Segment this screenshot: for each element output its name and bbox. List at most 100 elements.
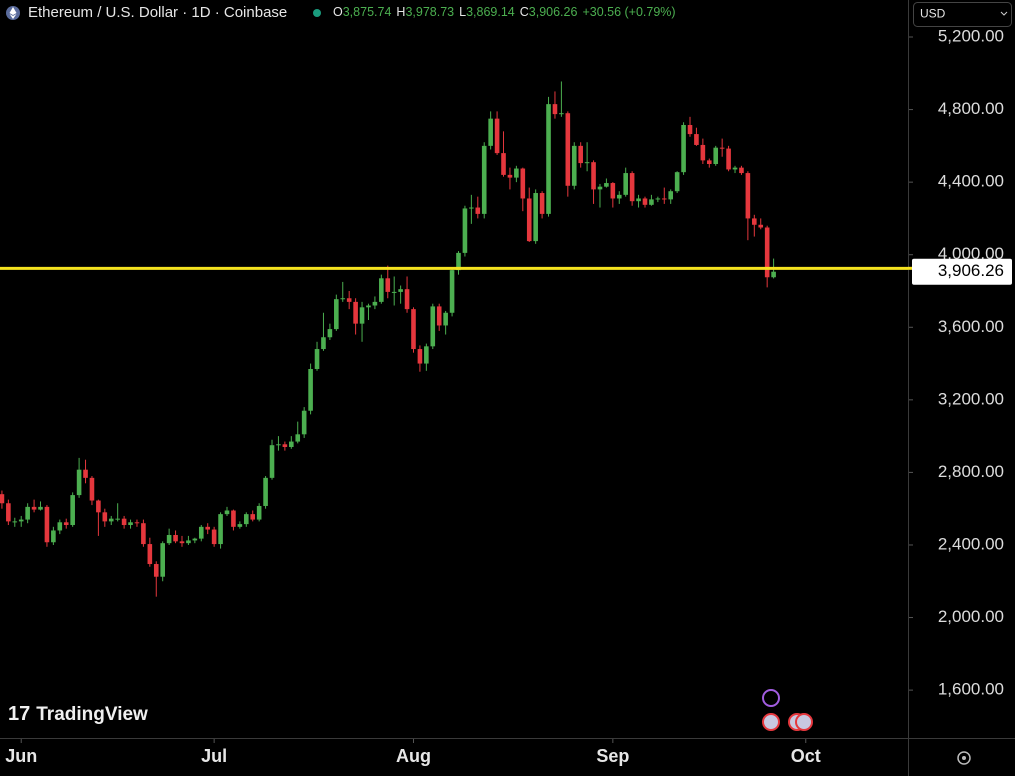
candle-body: [115, 518, 120, 520]
brand-logo: 17 TradingView: [8, 703, 148, 725]
candle-body: [713, 147, 719, 164]
candle-body: [514, 168, 519, 178]
change-value: +30.56 (+0.79%): [582, 5, 675, 19]
candle-body: [134, 522, 140, 524]
candle-body: [565, 113, 571, 186]
candle-body: [649, 199, 654, 205]
candle-body: [475, 207, 481, 214]
candle-body: [758, 224, 764, 228]
candle-body: [314, 349, 320, 369]
event-icon[interactable]: [795, 713, 813, 731]
settings-dot: [962, 756, 966, 760]
y-tick-label: 3,600.00: [938, 317, 1004, 336]
candle-body: [449, 270, 455, 313]
high-value: 3,978.73: [405, 5, 454, 19]
candle-body: [76, 469, 82, 496]
candle-body: [764, 227, 770, 278]
candle-body: [507, 174, 513, 178]
candle-body: [243, 514, 249, 525]
brand-name: TradingView: [36, 704, 148, 725]
candle-body: [166, 534, 172, 544]
eth-glyph: [9, 7, 17, 19]
event-icon[interactable]: [762, 689, 780, 707]
x-tick-label: Sep: [596, 746, 629, 766]
candle-body: [334, 299, 339, 330]
candle-body: [89, 477, 95, 501]
candle-body: [96, 500, 101, 513]
candle-body: [436, 306, 442, 326]
candle-body: [353, 301, 358, 324]
candle-body: [63, 522, 69, 526]
candle-body: [308, 369, 313, 411]
candle-body: [610, 183, 616, 199]
candle-body: [687, 124, 693, 135]
y-tick-label: 2,800.00: [938, 462, 1004, 481]
candle-body: [481, 145, 487, 214]
candle-body: [224, 510, 230, 515]
candle-body: [591, 162, 596, 190]
candle-body: [584, 162, 590, 164]
candle-body: [430, 306, 436, 347]
candle-body: [462, 208, 468, 253]
l-label: L: [459, 5, 466, 19]
candle-body: [83, 469, 88, 478]
candle-body: [559, 113, 564, 115]
candle-body: [231, 510, 236, 527]
candle-body: [520, 168, 526, 199]
last-price-label: 3,906.26: [938, 261, 1004, 280]
axes: 1,600.00 2,000.00 2,400.00 2,800.00 3,200.00…: [5, 26, 1004, 765]
candle-body: [391, 291, 397, 293]
candle-body: [706, 160, 712, 164]
candle-body: [571, 145, 577, 186]
candle-body: [51, 530, 56, 543]
candle-body: [623, 173, 628, 195]
o-label: O: [333, 5, 343, 19]
candle-body: [128, 522, 133, 526]
settings-button[interactable]: [957, 751, 971, 765]
candle-body: [295, 434, 301, 442]
candle-body: [726, 148, 731, 170]
candle-body: [469, 207, 474, 209]
candle-body: [160, 543, 165, 577]
candle-body: [12, 521, 18, 523]
candle-body: [539, 193, 545, 214]
x-tick-label: Oct: [791, 746, 821, 766]
currency-select[interactable]: [913, 2, 1012, 27]
candle-body: [205, 526, 211, 530]
y-tick-label: 5,200.00: [938, 26, 1004, 45]
candle-body: [636, 198, 641, 202]
candle-body: [443, 312, 448, 326]
candle-body: [218, 514, 223, 545]
event-icon[interactable]: [762, 713, 780, 731]
candle-body: [739, 167, 744, 174]
candle-body: [250, 514, 256, 520]
candle-body: [616, 194, 622, 199]
candle-body: [301, 410, 307, 435]
plot-area: [0, 81, 908, 597]
candle-body: [488, 118, 493, 146]
candle-body: [141, 523, 146, 545]
candle-body: [745, 173, 751, 219]
x-tick-label: Aug: [396, 746, 431, 766]
y-tick-label: 2,000.00: [938, 607, 1004, 626]
candle-body: [398, 289, 403, 292]
y-tick-label: 4,000.00: [938, 244, 1004, 263]
candle-body: [121, 518, 127, 526]
status-dot: [313, 9, 321, 17]
symbol-title: Ethereum / U.S. Dollar · 1D · Coinbase: [28, 4, 287, 21]
candle-body: [276, 444, 281, 446]
candle-body: [533, 193, 538, 242]
y-tick-label: 2,400.00: [938, 534, 1004, 553]
currency-label: USD: [920, 7, 946, 21]
candle-body: [578, 145, 583, 164]
candle-body: [424, 346, 429, 364]
candle-body: [629, 173, 635, 202]
candle-body: [108, 518, 114, 522]
candle-body: [282, 444, 288, 448]
y-tick-label: 3,200.00: [938, 389, 1004, 408]
candle-body: [192, 538, 198, 541]
candle-body: [604, 183, 609, 187]
candle-body: [0, 494, 5, 504]
